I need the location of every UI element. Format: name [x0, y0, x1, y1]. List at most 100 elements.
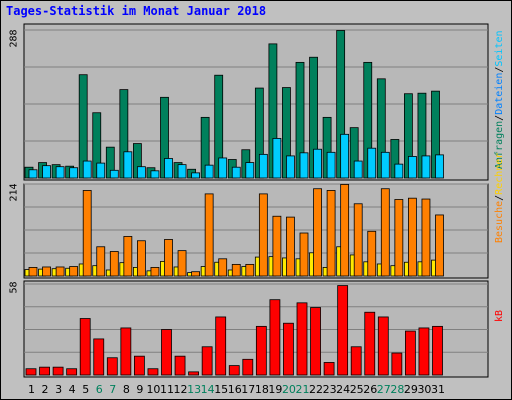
- bar-dateien-day-10: [150, 170, 160, 179]
- bar-kb-day-24: [337, 285, 349, 376]
- bar-besuche-day-28: [394, 199, 404, 277]
- bar-dateien-day-28: [394, 163, 404, 179]
- x-tick-label-day-1: 1: [28, 383, 35, 396]
- x-tick-label-day-9: 9: [136, 383, 143, 396]
- bar-dateien-day-16: [231, 166, 241, 179]
- bar-kb-day-13: [188, 371, 200, 376]
- x-tick-label-day-25: 25: [350, 383, 364, 396]
- bar-dateien-day-29: [407, 156, 417, 179]
- bar-besuche-day-30: [421, 198, 431, 277]
- bar-kb-day-21: [296, 302, 308, 376]
- bar-besuche-day-16: [231, 263, 241, 277]
- bar-dateien-day-1: [28, 169, 38, 179]
- bar-dateien-day-26: [367, 147, 377, 179]
- x-tick-label-day-31: 31: [431, 383, 445, 396]
- x-tick-label-day-24: 24: [336, 383, 350, 396]
- bar-kb-day-4: [66, 368, 78, 376]
- x-tick-label-day-29: 29: [404, 383, 418, 396]
- bar-besuche-day-13: [191, 271, 201, 277]
- bar-besuche-day-6: [96, 246, 106, 277]
- bar-kb-day-25: [350, 346, 362, 376]
- bar-besuche-day-7: [109, 251, 119, 277]
- bar-dateien-day-27: [380, 151, 390, 179]
- x-tick-label-day-27: 27: [377, 383, 391, 396]
- bar-kb-day-12: [174, 355, 186, 376]
- bar-kb-day-18: [255, 325, 267, 376]
- bar-dateien-day-11: [164, 158, 173, 179]
- bar-kb-day-7: [106, 357, 118, 376]
- bar-kb-day-27: [377, 316, 389, 376]
- bar-kb-day-26: [364, 311, 376, 376]
- bar-besuche-day-5: [82, 190, 92, 277]
- bar-kb-day-19: [269, 299, 281, 376]
- bar-dateien-day-23: [326, 151, 336, 179]
- x-tick-label-day-8: 8: [123, 383, 130, 396]
- bar-besuche-day-24: [340, 184, 350, 277]
- bar-besuche-day-25: [353, 203, 363, 277]
- bar-kb-day-3: [52, 366, 64, 376]
- bar-besuche-day-15: [218, 258, 228, 277]
- x-tick-label-day-22: 22: [309, 383, 323, 396]
- bar-kb-day-2: [39, 366, 50, 376]
- bar-besuche-day-23: [326, 190, 336, 277]
- x-tick-label-day-13: 13: [187, 383, 201, 396]
- bar-dateien-day-21: [299, 152, 309, 179]
- bar-dateien-day-18: [258, 153, 268, 179]
- bar-besuche-day-11: [164, 239, 173, 277]
- x-tick-label-day-5: 5: [82, 383, 89, 396]
- x-tick-label-day-11: 11: [160, 383, 174, 396]
- bar-dateien-day-24: [340, 133, 350, 179]
- bar-dateien-day-15: [218, 157, 228, 179]
- x-tick-label-day-30: 30: [417, 383, 431, 396]
- x-tick-label-day-18: 18: [255, 383, 269, 396]
- bar-besuche-day-4: [69, 266, 79, 277]
- bar-dateien-day-17: [245, 162, 255, 179]
- bar-dateien-day-9: [136, 166, 146, 179]
- x-tick-label-day-7: 7: [109, 383, 116, 396]
- bar-dateien-day-12: [177, 164, 187, 179]
- bar-dateien-day-4: [69, 167, 79, 179]
- x-tick-label-day-14: 14: [201, 383, 215, 396]
- bar-kb-day-17: [242, 358, 254, 376]
- bar-kb-day-23: [323, 362, 335, 376]
- x-tick-label-day-6: 6: [96, 383, 103, 396]
- bar-dateien-day-8: [123, 151, 133, 179]
- bar-besuche-day-8: [123, 236, 133, 277]
- bar-kb-day-11: [161, 329, 172, 376]
- bar-kb-day-10: [147, 368, 159, 376]
- bar-besuche-day-9: [136, 240, 146, 277]
- bar-besuche-day-17: [245, 263, 255, 277]
- bar-dateien-day-5: [82, 160, 92, 179]
- x-tick-label-day-23: 23: [323, 383, 337, 396]
- bar-besuche-day-31: [435, 214, 444, 277]
- bar-dateien-day-20: [286, 155, 295, 179]
- bar-besuche-day-27: [380, 188, 390, 277]
- bar-dateien-day-14: [204, 164, 214, 179]
- x-tick-label-day-17: 17: [241, 383, 255, 396]
- bar-kb-day-20: [283, 322, 294, 376]
- bar-besuche-day-1: [28, 267, 38, 277]
- x-tick-label-day-26: 26: [363, 383, 377, 396]
- x-tick-label-day-20: 20: [282, 383, 296, 396]
- bar-dateien-day-2: [42, 165, 51, 179]
- bar-dateien-day-3: [55, 166, 65, 179]
- x-tick-label-day-12: 12: [174, 383, 188, 396]
- x-tick-label-day-28: 28: [390, 383, 404, 396]
- bar-kb-day-31: [432, 325, 443, 376]
- bar-dateien-day-25: [353, 160, 363, 179]
- bar-besuche-day-14: [204, 193, 214, 277]
- bar-besuche-day-21: [299, 232, 309, 277]
- x-tick-label-day-16: 16: [228, 383, 242, 396]
- bar-kb-day-14: [201, 346, 213, 376]
- bar-kb-day-28: [391, 352, 403, 376]
- chart-title: Tages-Statistik im Monat Januar 2018: [6, 4, 267, 18]
- x-tick-label-day-19: 19: [268, 383, 282, 396]
- x-tick-label-day-21: 21: [296, 383, 310, 396]
- bar-kb-day-30: [418, 327, 430, 376]
- bar-dateien-day-31: [435, 154, 444, 179]
- bar-besuche-day-10: [150, 267, 160, 277]
- bar-kb-day-29: [404, 330, 416, 376]
- bar-besuche-day-2: [42, 266, 51, 277]
- bar-kb-day-22: [310, 307, 321, 376]
